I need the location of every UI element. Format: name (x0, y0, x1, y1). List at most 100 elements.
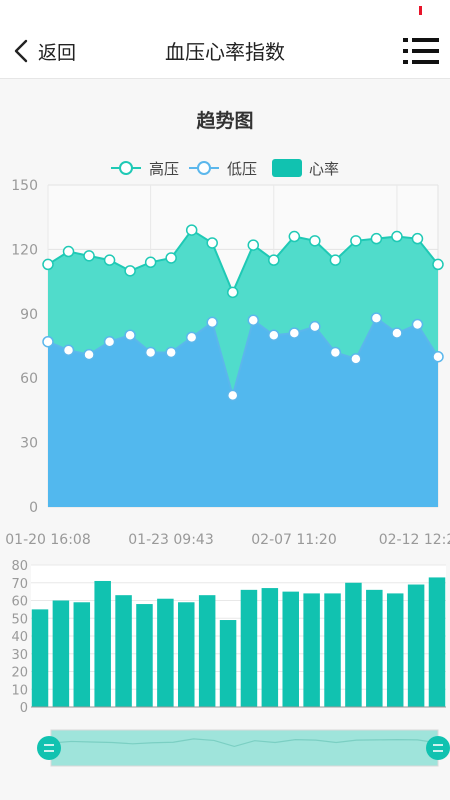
y-tick-label-4: 120 (11, 242, 38, 258)
heart-rate-bar-16[interactable] (366, 589, 383, 707)
heart-rate-bar-8[interactable] (198, 595, 216, 707)
heart-rate-bar-1[interactable] (52, 600, 70, 708)
heart-rate-bar-19[interactable] (428, 577, 446, 707)
chevron-left-icon (14, 39, 28, 63)
back-button[interactable]: 返回 (12, 34, 76, 68)
heart-rate-bar-9[interactable] (219, 620, 237, 707)
systolic-point-7[interactable] (185, 224, 198, 236)
heart-rate-bar-15[interactable] (345, 582, 362, 707)
diastolic-point-4[interactable] (124, 329, 136, 342)
diastolic-point-19[interactable] (432, 350, 444, 363)
bar-y-tick-label-8: 80 (11, 559, 28, 574)
heart-rate-bar-2[interactable] (73, 602, 91, 707)
chart-area: 趋势图高压 低压 心率 0 30 60 90 120 150 01-20 16:08 01-23 0… (0, 79, 450, 800)
heart-rate-bar-10[interactable] (240, 589, 258, 707)
diastolic-point-12[interactable] (288, 327, 301, 339)
diastolic-point-16[interactable] (370, 312, 383, 324)
y-tick-label-2: 60 (20, 371, 38, 387)
systolic-point-14[interactable] (329, 254, 342, 266)
diastolic-point-0[interactable] (42, 335, 54, 348)
heart-rate-bar-14[interactable] (324, 593, 341, 707)
legend-label-heart-rate: 心率 (309, 160, 339, 178)
systolic-point-11[interactable] (268, 254, 280, 266)
legend-label-0: 高压 (149, 160, 179, 178)
systolic-point-8[interactable] (206, 237, 218, 249)
systolic-point-19[interactable] (432, 258, 444, 271)
systolic-point-5[interactable] (144, 256, 157, 269)
legend-marker-0 (119, 161, 133, 175)
zoom-slider-track[interactable] (50, 729, 439, 767)
systolic-point-4[interactable] (124, 265, 136, 277)
heart-rate-bar-17[interactable] (386, 593, 404, 707)
x-tick-label-3: 02-12 12:2 (379, 532, 450, 548)
y-tick-label-5: 150 (11, 178, 38, 194)
page-title: 血压心率指数 (165, 40, 285, 64)
legend-marker-1 (197, 161, 211, 175)
y-tick-label-3: 90 (20, 307, 38, 323)
diastolic-point-1[interactable] (62, 344, 75, 357)
zoom-handle-0[interactable] (37, 736, 61, 760)
systolic-point-13[interactable] (309, 235, 321, 247)
diastolic-area (48, 318, 438, 507)
chart-title: 趋势图 (196, 109, 253, 132)
legend-label-1: 低压 (227, 160, 257, 178)
bar-y-tick-label-2: 20 (11, 666, 28, 681)
bar-y-tick-label-3: 30 (11, 648, 28, 663)
zoom-handle-1[interactable] (426, 736, 450, 760)
systolic-point-18[interactable] (411, 232, 424, 245)
bar-y-tick-label-6: 60 (11, 595, 28, 610)
heart-rate-bar-0[interactable] (31, 609, 49, 707)
diastolic-point-7[interactable] (185, 331, 198, 344)
bar-y-tick-label-1: 10 (11, 683, 28, 698)
app-header: 返回 血压心率指数 (0, 0, 450, 79)
diastolic-point-6[interactable] (165, 346, 177, 359)
diastolic-point-14[interactable] (329, 346, 342, 359)
bar-y-tick-label-4: 40 (11, 630, 28, 645)
systolic-point-1[interactable] (62, 245, 75, 258)
zoom-slider-preview-line (50, 738, 439, 748)
systolic-point-9[interactable] (226, 286, 239, 299)
heart-rate-bar-18[interactable] (407, 584, 425, 707)
diastolic-point-3[interactable] (103, 335, 116, 348)
diastolic-point-18[interactable] (411, 318, 424, 331)
bar-y-tick-label-0: 0 (20, 701, 28, 716)
list-menu-button[interactable] (403, 36, 439, 66)
systolic-point-17[interactable] (391, 230, 403, 243)
diastolic-point-2[interactable] (83, 348, 95, 361)
heart-rate-bar-11[interactable] (261, 588, 279, 707)
heart-rate-bar-7[interactable] (178, 602, 195, 707)
diastolic-point-11[interactable] (268, 329, 280, 342)
diastolic-point-8[interactable] (206, 316, 218, 329)
x-tick-label-2: 02-07 11:20 (251, 532, 336, 548)
bar-y-tick-label-7: 70 (11, 577, 28, 592)
heart-rate-bar-12[interactable] (282, 591, 299, 707)
y-tick-label-1: 30 (20, 436, 38, 452)
list-menu-icon (403, 38, 439, 64)
heart-rate-bar-3[interactable] (94, 580, 111, 707)
diastolic-point-15[interactable] (350, 353, 362, 365)
systolic-point-6[interactable] (165, 252, 177, 264)
diastolic-point-13[interactable] (309, 320, 321, 333)
heart-rate-bar-4[interactable] (115, 595, 132, 707)
diastolic-point-17[interactable] (391, 327, 403, 339)
systolic-point-12[interactable] (288, 230, 301, 243)
heart-rate-bar-5[interactable] (136, 604, 153, 707)
back-label: 返回 (38, 41, 77, 64)
diastolic-point-9[interactable] (226, 389, 239, 402)
systolic-point-3[interactable] (103, 254, 116, 266)
systolic-point-15[interactable] (350, 235, 362, 247)
heart-rate-bar-13[interactable] (303, 593, 320, 707)
legend-swatch-heart-rate (272, 159, 302, 177)
systolic-point-10[interactable] (247, 239, 260, 251)
systolic-point-0[interactable] (42, 258, 54, 271)
heart-rate-bar-6[interactable] (157, 598, 174, 707)
systolic-point-2[interactable] (83, 250, 95, 262)
diastolic-point-10[interactable] (247, 314, 260, 326)
x-tick-label-0: 01-20 16:08 (5, 532, 90, 548)
status-indicator (419, 6, 422, 15)
bar-y-tick-label-5: 50 (11, 612, 28, 627)
x-tick-label-1: 01-23 09:43 (128, 532, 213, 548)
diastolic-point-5[interactable] (144, 346, 157, 359)
systolic-point-16[interactable] (370, 232, 383, 245)
